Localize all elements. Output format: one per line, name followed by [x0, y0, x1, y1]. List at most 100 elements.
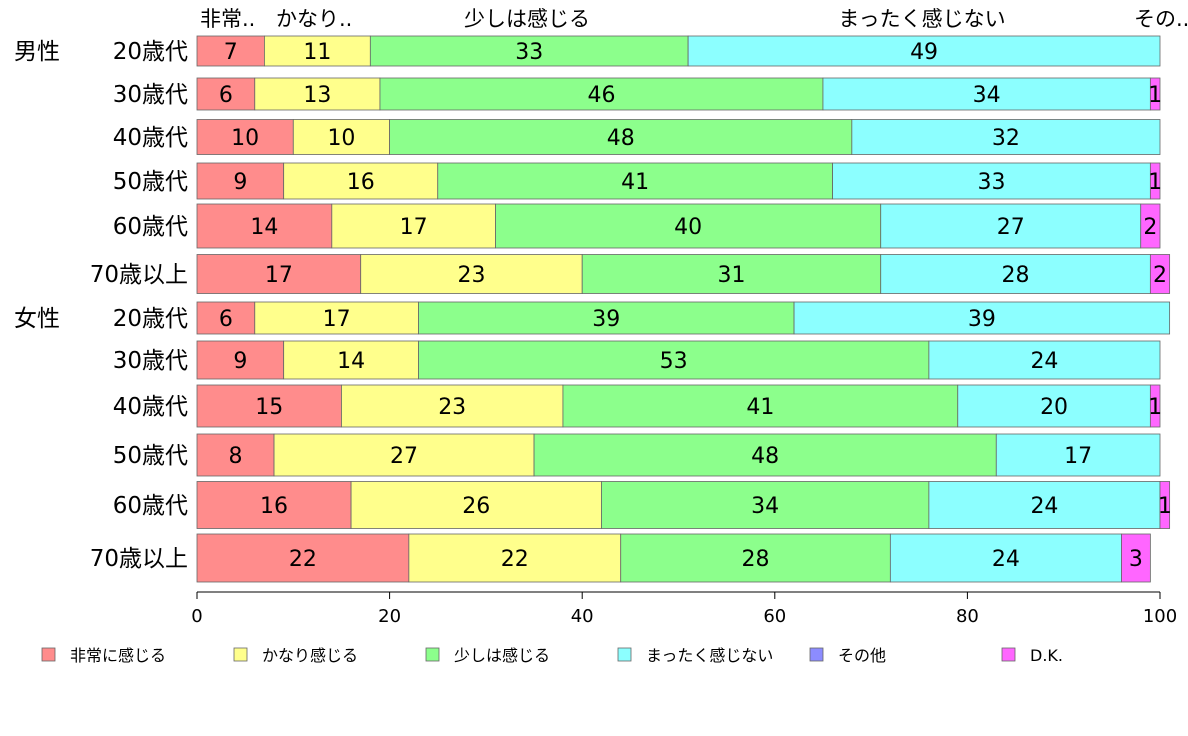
data-label: 1: [1148, 83, 1162, 108]
bar-segment: [408, 533, 622, 583]
bar-segment: [331, 203, 496, 249]
data-label: 49: [910, 40, 938, 65]
data-label: 16: [260, 494, 288, 519]
bar-segment: [1149, 77, 1161, 111]
data-label: 48: [607, 126, 635, 151]
row-labels: 20歳代男性30歳代40歳代50歳代60歳代70歳以上20歳代女性30歳代40歳…: [14, 39, 188, 572]
data-label: 33: [977, 170, 1005, 195]
data-label: 46: [587, 83, 615, 108]
bar-segment: [369, 35, 689, 67]
bar-segment: [273, 433, 535, 477]
legend-swatch: [617, 647, 632, 662]
bar-segment: [928, 481, 1161, 529]
row-label: 60歳代: [113, 214, 188, 240]
bar-segment: [601, 481, 930, 529]
legend-swatch: [809, 647, 824, 662]
bar-segment: [581, 254, 882, 294]
bar-segment: [533, 433, 997, 477]
legend-swatch: [41, 647, 56, 662]
row-label: 30歳代: [113, 82, 188, 108]
legend-label: かなり感じる: [262, 646, 358, 665]
bar-segment: [1149, 162, 1161, 200]
bars: 7 11 33 496 13 46 34 110 10 48 329 16 41 33 114 17 40 27 2…: [196, 35, 1172, 583]
data-label: 13: [303, 83, 331, 108]
data-label: 48: [751, 444, 779, 469]
x-tick-label: 80: [956, 606, 979, 627]
legend-swatch: [233, 647, 248, 662]
group-label: 男性: [14, 39, 60, 65]
legend-label: 少しは感じる: [454, 646, 550, 665]
data-label: 14: [337, 349, 365, 374]
data-label: 20: [1040, 395, 1068, 420]
column-header-label: 少しは感じる: [464, 7, 590, 31]
x-tick-label: 0: [191, 606, 202, 627]
data-label: 11: [303, 40, 331, 65]
bar-segment: [1140, 203, 1161, 249]
bar-segment: [254, 301, 419, 335]
data-label: 41: [746, 395, 774, 420]
data-label: 27: [390, 444, 418, 469]
bar-segment: [196, 162, 285, 200]
data-label: 24: [1030, 494, 1058, 519]
bar-segment: [687, 35, 1161, 67]
data-label: 33: [515, 40, 543, 65]
bar-segment: [196, 481, 352, 529]
data-label: 53: [660, 349, 688, 374]
column-header-label: かなり..: [276, 7, 352, 31]
data-label: 10: [327, 126, 355, 151]
bar-segment: [1121, 533, 1151, 583]
data-label: 14: [250, 215, 278, 240]
data-label: 10: [231, 126, 259, 151]
data-label: 39: [592, 307, 620, 332]
bar-segment: [1149, 384, 1161, 428]
x-axis: 0 20 40 60 80 100: [191, 591, 1177, 627]
legend-label: まったく感じない: [646, 646, 773, 665]
data-label: 2: [1143, 215, 1157, 240]
data-label: 17: [1064, 444, 1092, 469]
bar-segment: [995, 433, 1161, 477]
row-label: 70歳以上: [90, 546, 188, 572]
data-label: 28: [1002, 263, 1030, 288]
data-label: 27: [997, 215, 1025, 240]
column-header-label: 非常..: [200, 7, 255, 31]
bar-segment: [389, 119, 853, 155]
data-label: 23: [438, 395, 466, 420]
data-label: 15: [255, 395, 283, 420]
data-label: 23: [457, 263, 485, 288]
bar-segment: [889, 533, 1122, 583]
row-label: 70歳以上: [90, 262, 188, 288]
bar-segment: [418, 301, 795, 335]
x-tick-label: 100: [1143, 606, 1177, 627]
bar-segment: [379, 77, 824, 111]
data-label: 34: [973, 83, 1001, 108]
bar-segment: [196, 254, 362, 294]
data-label: 34: [751, 494, 779, 519]
bar-segment: [283, 162, 439, 200]
data-label: 17: [265, 263, 293, 288]
row-label: 30歳代: [113, 348, 188, 374]
data-label: 8: [229, 444, 243, 469]
group-label: 女性: [14, 306, 60, 332]
data-label: 39: [968, 307, 996, 332]
data-label: 17: [323, 307, 351, 332]
bar-segment: [254, 77, 381, 111]
data-label: 26: [462, 494, 490, 519]
bar-segment: [1159, 481, 1171, 529]
data-label: 40: [674, 215, 702, 240]
bar-segment: [196, 77, 256, 111]
data-label: 22: [501, 547, 529, 572]
bar-segment: [196, 203, 333, 249]
bar-segment: [196, 533, 410, 583]
bar-segment: [360, 254, 583, 294]
data-label: 17: [400, 215, 428, 240]
data-label: 32: [992, 126, 1020, 151]
bar-segment: [196, 340, 285, 380]
legend-label: その他: [838, 646, 886, 665]
data-label: 1: [1158, 494, 1172, 519]
column-header-label: その..: [1134, 7, 1188, 31]
row-label: 20歳代: [113, 39, 188, 65]
bar-segment: [264, 35, 371, 67]
bar-segment: [292, 119, 390, 155]
column-header-labels: 非常.. かなり.. 少しは感じる まったく感じない その..: [200, 7, 1188, 31]
